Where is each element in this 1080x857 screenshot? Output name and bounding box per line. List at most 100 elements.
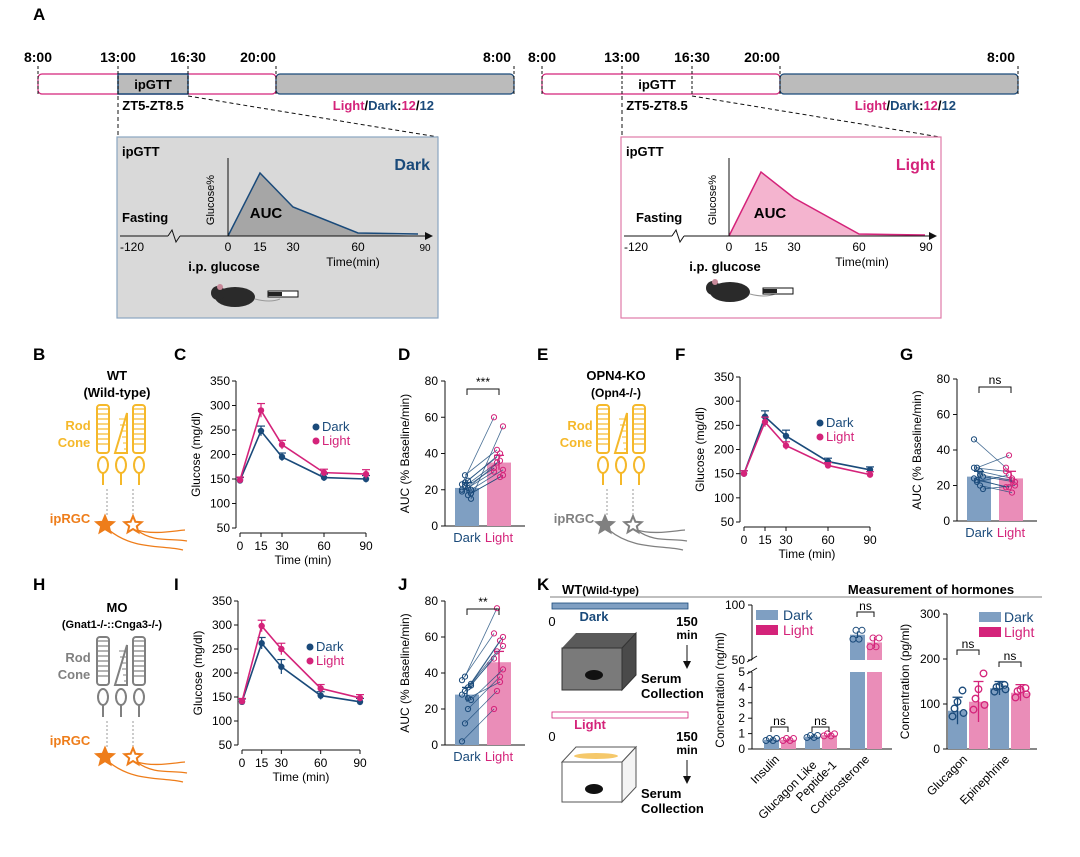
y-tick-label: 200 [920, 652, 940, 666]
legend-marker [816, 433, 824, 441]
panel-k-schematic: WT(Wild-type) Measurement of hormones Da… [548, 582, 1042, 816]
tick: 90 [419, 243, 431, 254]
legend-label: Dark [322, 419, 350, 434]
y-tick-label: 0 [933, 742, 940, 756]
k-t0: 0 [548, 614, 555, 629]
significance-label: ns [859, 599, 872, 613]
k-min: min [676, 743, 697, 757]
y-tick-label: 60 [425, 410, 439, 424]
data-point [356, 694, 364, 702]
light-exposure-bar [551, 711, 689, 719]
legend-label: Light [1004, 624, 1034, 640]
k-min: min [676, 628, 697, 642]
panel-label-j: J [398, 575, 407, 594]
data-point [1022, 690, 1031, 699]
cone-label: Cone [560, 435, 593, 450]
y-tick-label: 50 [219, 738, 233, 752]
x-axis-label: Time (min) [273, 770, 330, 784]
data-point [782, 442, 790, 449]
point-light [1002, 464, 1010, 471]
y-tick-label: 20 [937, 479, 951, 493]
y-tick-label: 100 [920, 697, 940, 711]
significance-label: ns [773, 714, 786, 728]
k-genotype: WT(Wild-type) [562, 582, 639, 597]
retina-schematic-opn4ko: OPN4-KO (Opn4-/-) Rod Cone ipRGC [554, 368, 646, 526]
y-axis-label: Glucose (mg/dl) [189, 412, 203, 497]
data-point [803, 733, 811, 741]
bar-chart-G: 0 20 40 60 80 AUC (% Baseline/min) Dark Light ns [910, 372, 1037, 540]
data-point [790, 735, 797, 743]
serum-label: Serum [641, 786, 681, 801]
y-tick-label: 40 [937, 443, 951, 457]
iprgc-cell [121, 745, 145, 767]
data-point [950, 704, 959, 713]
point-light [493, 446, 501, 453]
point-light [490, 468, 498, 475]
panel-label-a: A [33, 5, 45, 24]
point-dark [976, 471, 984, 478]
point-dark [458, 691, 466, 698]
y-tick-label: 100 [725, 598, 745, 612]
tick: 60 [852, 240, 866, 254]
cycle-label: Light/Dark:12/12 [333, 98, 434, 113]
x-tick-label: 90 [863, 533, 877, 547]
data-point [320, 474, 328, 481]
iprgc-cell [621, 513, 645, 535]
x-tick-label: Insulin [748, 752, 782, 786]
pair-line [976, 474, 1010, 483]
point-dark [464, 484, 472, 492]
data-point [783, 735, 790, 743]
time-label: 8:00 [528, 49, 556, 65]
k-light-label: Light [574, 717, 606, 732]
pair-line [464, 449, 498, 476]
auc-label: AUC [754, 205, 787, 222]
legend-label: Light [783, 622, 813, 638]
dark-box-icon [561, 631, 637, 692]
legend-marker [816, 419, 824, 427]
legend-label: Light [316, 653, 345, 668]
bar-light-lower [867, 672, 882, 749]
legend-label: Dark [826, 415, 854, 430]
data-point [257, 427, 265, 435]
point-dark [464, 695, 472, 702]
schematic-xlabel: Time(min) [835, 255, 889, 269]
point-dark [970, 475, 978, 482]
panel-label-e: E [537, 345, 548, 364]
significance-bracket [466, 388, 500, 395]
data-point [827, 732, 835, 740]
retina-drawing [593, 404, 688, 551]
point-dark [464, 477, 472, 484]
iprgc-label: ipRGC [50, 733, 91, 748]
dark-exposure-bar [551, 602, 689, 610]
rod-label: Rod [567, 418, 592, 433]
point-dark [973, 477, 981, 484]
point-light [496, 450, 504, 457]
point-dark [979, 485, 987, 493]
x-tick-label: 0 [237, 539, 244, 553]
data-point [258, 622, 265, 630]
bar-light [867, 642, 882, 660]
y-tick-label: 50 [217, 521, 231, 535]
injection-label: i.p. glucose [188, 259, 260, 274]
collection-label: Collection [641, 686, 704, 701]
tick: 30 [787, 240, 801, 254]
ipgtt-label: ipGTT [134, 77, 172, 92]
data-point [786, 737, 794, 745]
panel-label-c: C [174, 345, 186, 364]
tick: 90 [919, 240, 933, 254]
tick: 0 [225, 240, 232, 254]
legend-marker [312, 423, 320, 431]
significance-label: ns [989, 373, 1002, 387]
pair-line [464, 690, 498, 724]
data-point [1016, 685, 1025, 694]
data-point [974, 685, 983, 694]
point-light [1005, 452, 1013, 459]
point-light [496, 457, 504, 464]
x-tick-label: Dark [965, 525, 993, 540]
y-tick-label: 3 [738, 696, 745, 710]
point-dark [464, 684, 472, 691]
iprgc-label: ipRGC [554, 511, 595, 526]
data-point [969, 705, 978, 714]
significance-bracket [856, 611, 875, 617]
